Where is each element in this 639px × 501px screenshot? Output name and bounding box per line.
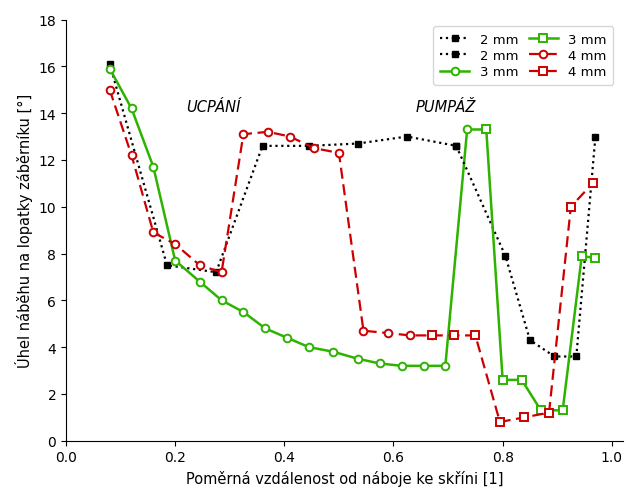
X-axis label: Poměrná vzdálenost od náboje ke skříni [1]: Poměrná vzdálenost od náboje ke skříni [… [185, 470, 503, 486]
Legend: 2 mm, 2 mm, 3 mm, 3 mm, 4 mm, 4 mm: 2 mm, 2 mm, 3 mm, 3 mm, 4 mm, 4 mm [433, 27, 613, 86]
Y-axis label: Úhel náběhu na lopatky záběrníku [°]: Úhel náběhu na lopatky záběrníku [°] [15, 94, 33, 368]
Text: UCPÁNÍ: UCPÁNÍ [186, 99, 241, 114]
Text: PUMPÁŽ: PUMPÁŽ [415, 99, 475, 114]
